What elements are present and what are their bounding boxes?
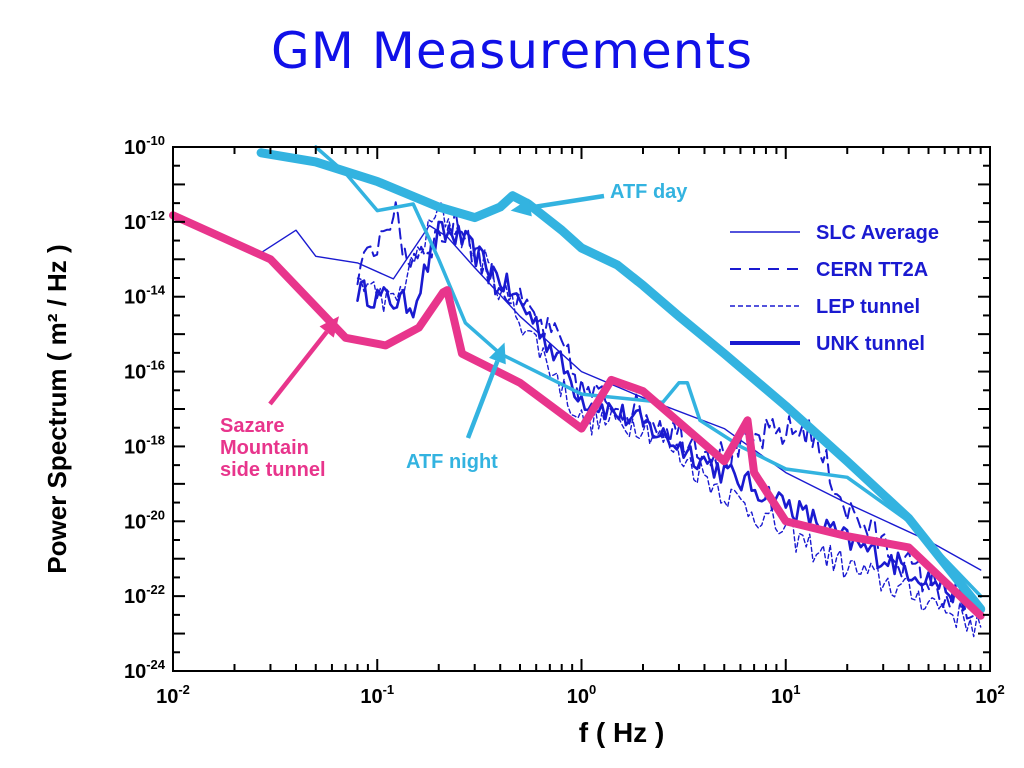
series-line-atf-day [256, 148, 986, 614]
annotation-atf-day: ATF day [510, 181, 688, 217]
y-tick-label: 10-12 [124, 208, 165, 234]
legend: SLC Average CERN TT2A LEP tunnel UNK tunnel [730, 222, 939, 355]
x-tick-label: 10-1 [360, 682, 394, 708]
legend-label: SLC Average [816, 222, 939, 244]
legend-label: LEP tunnel [816, 296, 920, 318]
x-tick-label: 101 [771, 682, 800, 708]
label-layer: 10-2 10-1 100 101 102 10-10 10-12 10-14 10-16 10-… [124, 133, 1005, 708]
series-line-sazare [169, 211, 985, 620]
annotation-arrow-shaft [465, 360, 500, 439]
annotation-arrow-shaft [530, 193, 605, 210]
annotation-atf-night: ATF night [406, 342, 506, 473]
y-tick-label: 10-22 [124, 582, 165, 608]
annotation-label: Mountain [220, 437, 309, 459]
series-layer [169, 145, 986, 638]
annotation-label: side tunnel [220, 459, 326, 481]
annotation-arrow-shaft [268, 330, 329, 406]
x-tick-label: 100 [567, 682, 596, 708]
annotation-arrow-head [510, 198, 532, 217]
series-line-atf-night [314, 145, 983, 598]
annotation-arrow-head [488, 342, 506, 365]
annotation-label: ATF day [610, 181, 688, 203]
x-tick-label: 102 [975, 682, 1004, 708]
x-axis-title: f ( Hz ) [579, 717, 665, 748]
y-axis-title: Power Spectrum ( m² / Hz ) [42, 244, 72, 573]
y-tick-label: 10-10 [124, 133, 165, 159]
series-line-lep-tunnel [356, 201, 982, 638]
annotation-label: Sazare [220, 415, 285, 437]
series-line-slc-average [260, 224, 982, 571]
y-tick-label: 10-20 [124, 507, 165, 533]
y-tick-label: 10-18 [124, 432, 165, 458]
x-tick-label: 10-2 [156, 682, 190, 708]
legend-label: CERN TT2A [816, 259, 928, 281]
annotation-arrow-head [319, 316, 340, 338]
legend-label: UNK tunnel [816, 333, 925, 355]
y-tick-label: 10-16 [124, 358, 165, 384]
annotation-label: ATF night [406, 451, 498, 473]
y-tick-label: 10-24 [124, 657, 166, 683]
y-tick-label: 10-14 [124, 283, 166, 309]
slide-title: GM Measurements [270, 22, 754, 80]
tick-layer [172, 147, 990, 672]
